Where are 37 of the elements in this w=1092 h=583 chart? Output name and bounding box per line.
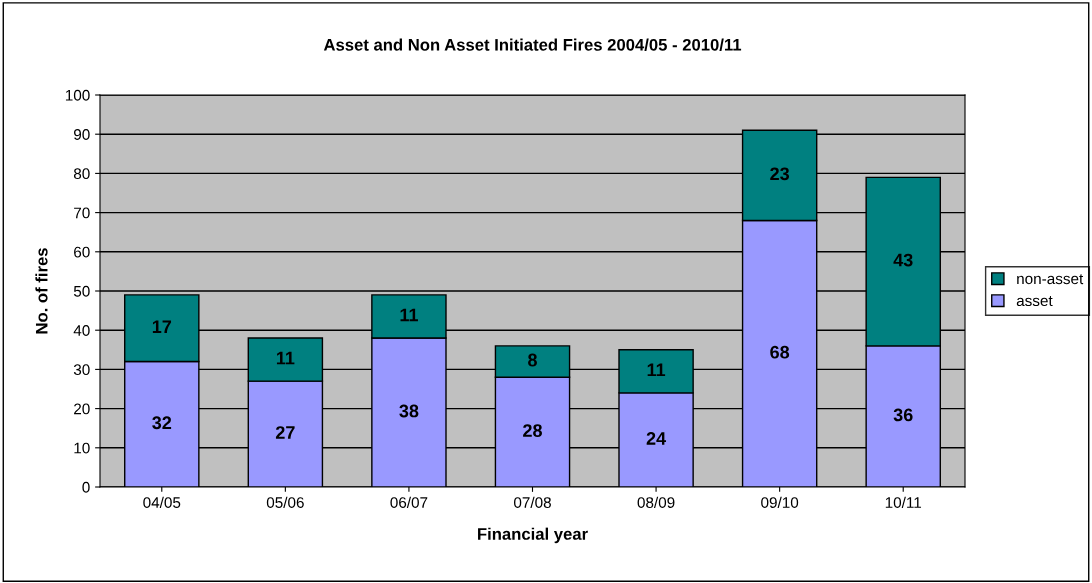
data-label: 8 xyxy=(528,353,537,367)
x-tick-label: 09/10 xyxy=(761,496,799,508)
y-tick-label: 100 xyxy=(65,89,90,101)
y-axis-title: No. of fires xyxy=(35,248,48,334)
y-tick-label: 30 xyxy=(73,364,90,376)
y-tick-label: 80 xyxy=(73,168,90,180)
x-tick-label: 08/09 xyxy=(637,496,675,508)
data-label: 28 xyxy=(523,424,542,437)
y-tick-label: 40 xyxy=(73,325,90,336)
legend-label: non-asset xyxy=(1017,274,1084,285)
data-label: 27 xyxy=(275,426,295,439)
chart-title: Asset and Non Asset Initiated Fires 2004/05 - 2010/11 xyxy=(323,38,742,51)
data-label: 43 xyxy=(893,253,913,267)
y-tick-label: 0 xyxy=(82,481,90,493)
y-tick-label: 50 xyxy=(73,285,90,297)
x-tick-label: 06/07 xyxy=(390,496,428,508)
data-label: 23 xyxy=(770,167,790,181)
data-label: 11 xyxy=(647,363,666,377)
data-label: 17 xyxy=(152,320,172,333)
x-axis-title: Financial year xyxy=(478,527,588,544)
x-tick-label: 10/11 xyxy=(885,496,922,508)
data-label: 36 xyxy=(893,408,913,422)
y-tick-label: 60 xyxy=(74,246,90,258)
y-tick-label: 10 xyxy=(74,442,90,454)
legend-label: asset xyxy=(1016,296,1053,307)
data-label: 11 xyxy=(276,351,295,365)
y-tick-label: 90 xyxy=(74,129,90,140)
y-tick-label: 20 xyxy=(74,403,90,415)
data-label: 11 xyxy=(400,308,418,322)
data-label: 32 xyxy=(152,416,172,430)
x-tick-label: 05/06 xyxy=(266,496,304,508)
data-label: 68 xyxy=(770,345,790,359)
x-tick-label: 04/05 xyxy=(143,496,181,508)
y-tick-label: 70 xyxy=(74,207,90,219)
data-label: 38 xyxy=(399,404,419,418)
x-tick-label: 07/08 xyxy=(513,496,551,508)
data-label: 24 xyxy=(646,432,667,445)
